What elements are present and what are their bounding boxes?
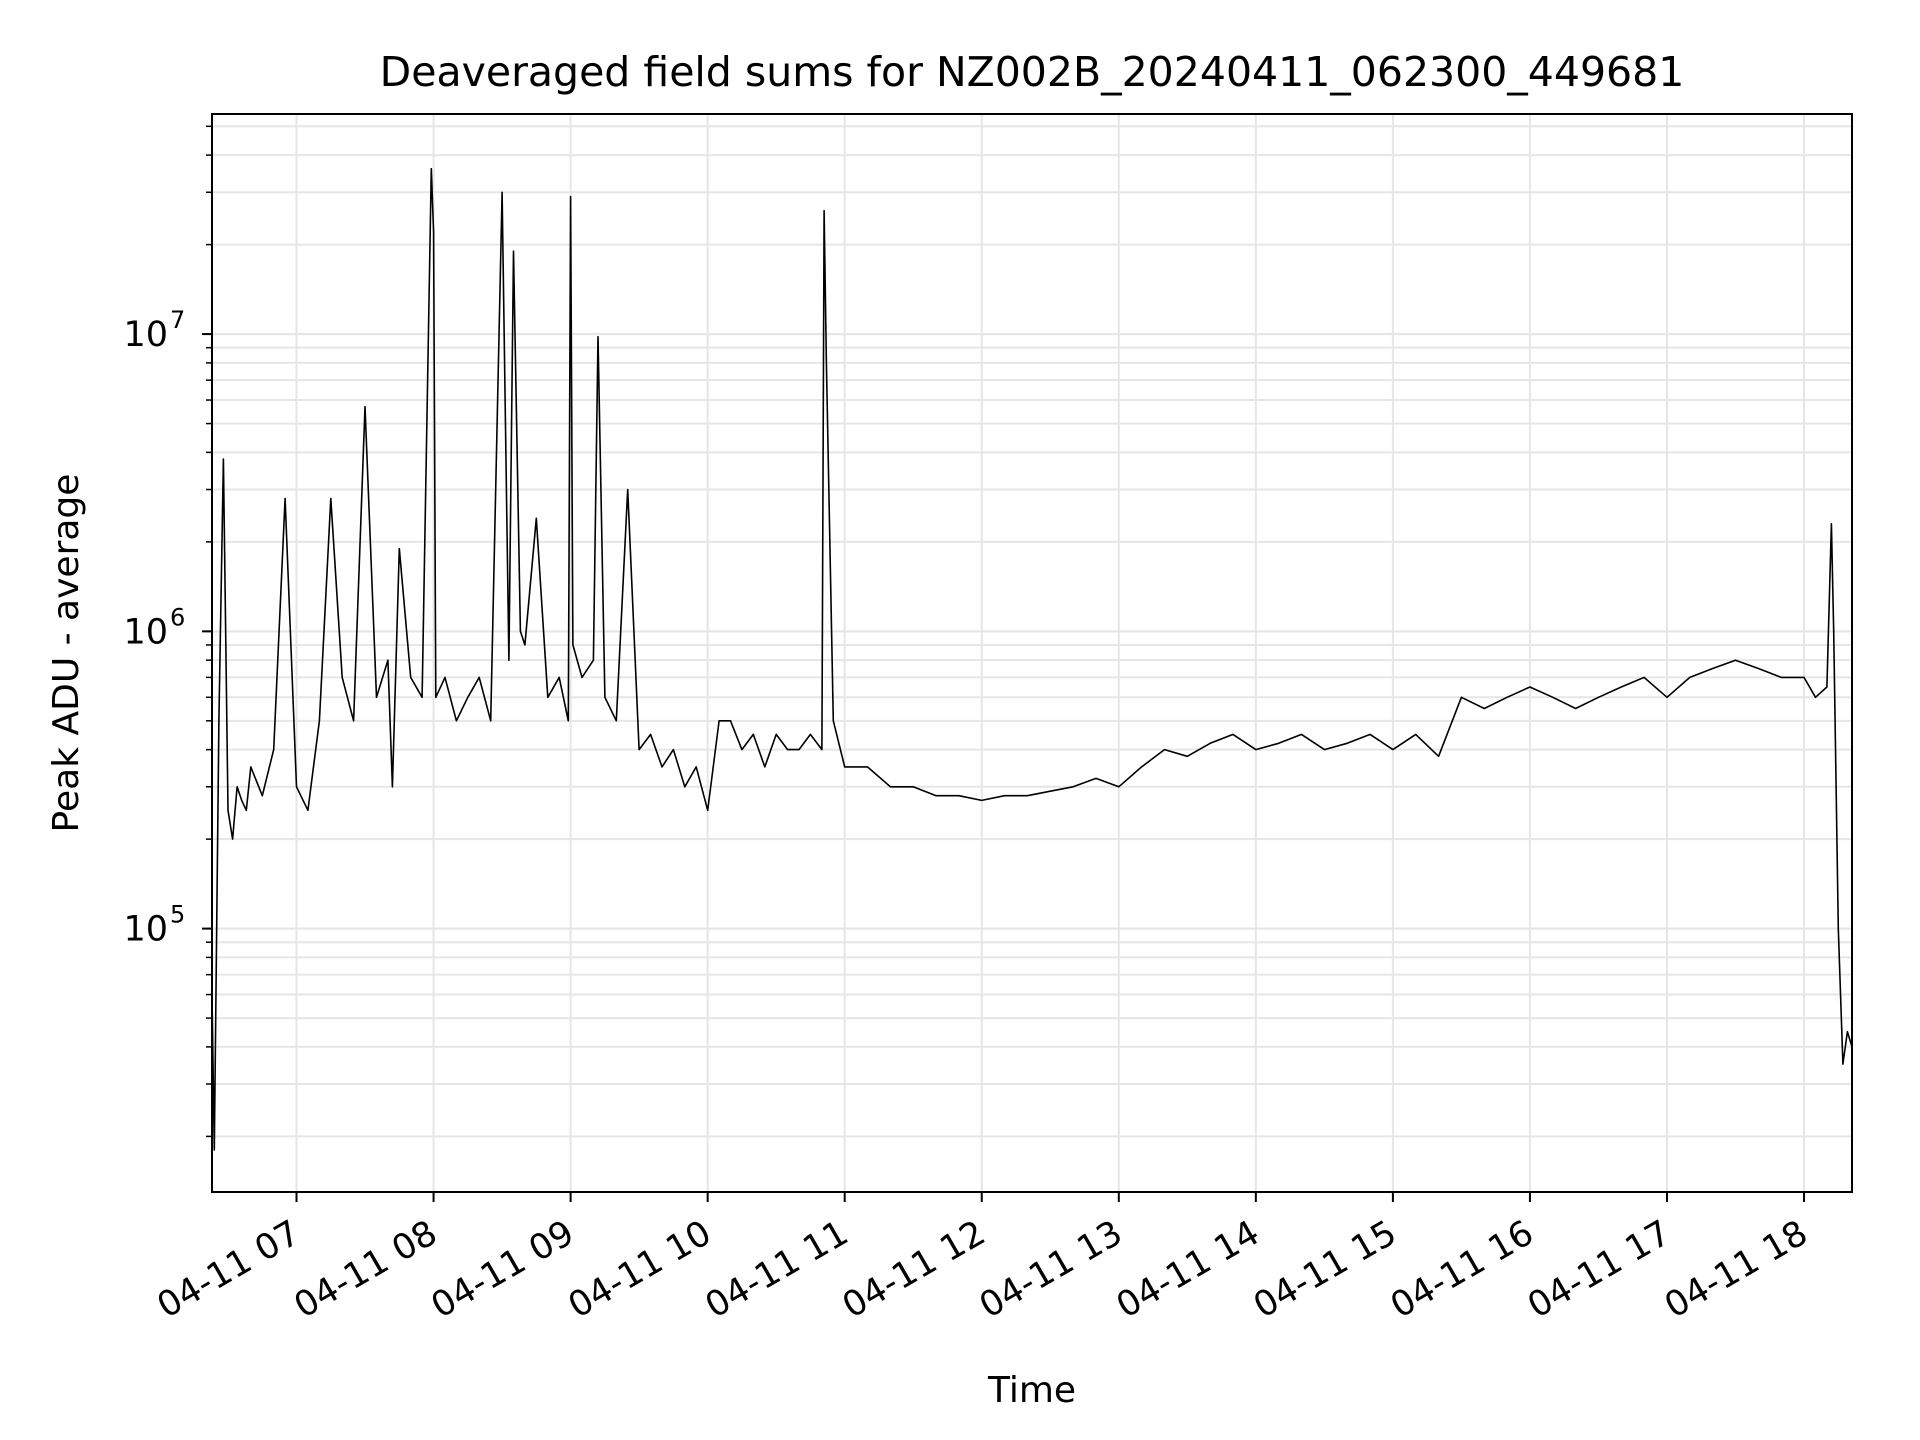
y-tick-label: 10 (123, 315, 168, 355)
series-line (211, 167, 1853, 1151)
series-layer (211, 167, 1853, 1151)
plot-frame (211, 113, 1853, 1193)
y-tick-exponent: 7 (170, 306, 185, 334)
y-tick-exponent: 6 (170, 603, 185, 631)
y-tick-exponent: 5 (170, 901, 185, 929)
y-axis-label: Peak ADU - average (46, 474, 87, 833)
x-axis-label: Time (987, 1370, 1076, 1411)
y-tick-label: 10 (123, 910, 168, 950)
chart-title: Deaveraged field sums for NZ002B_2024041… (380, 48, 1685, 96)
y-tick-label: 10 (123, 612, 168, 652)
major-gridlines (212, 114, 1852, 1192)
